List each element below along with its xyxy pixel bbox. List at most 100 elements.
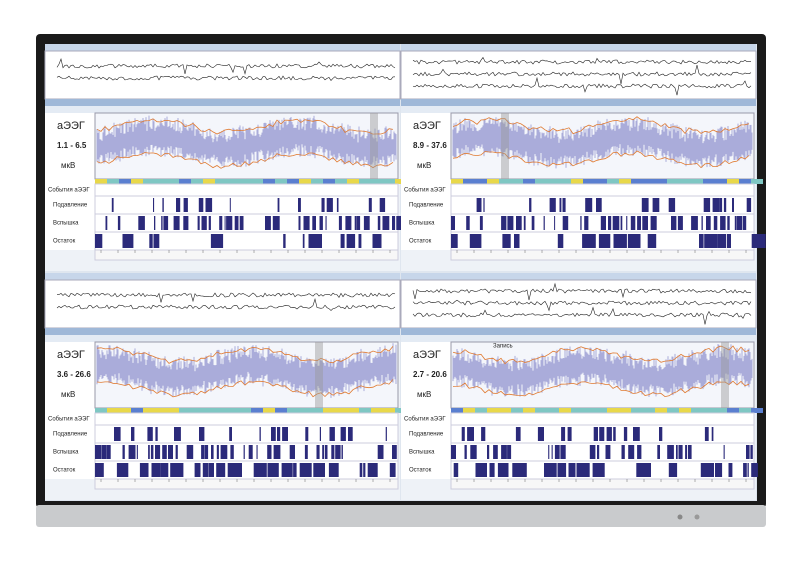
event-segment (607, 408, 619, 413)
row-bars (114, 427, 387, 441)
event-segment (559, 408, 571, 413)
row-bg (450, 183, 755, 197)
aeeg-plot (450, 112, 755, 180)
window-titlebar (45, 99, 400, 106)
aeeg-upper-margin (452, 116, 750, 135)
monitor-chin (36, 505, 766, 527)
row-label: Остаток (409, 239, 432, 245)
eeg-toolbar (401, 273, 756, 280)
amplitude-range: 2.7 - 20.6 (413, 370, 447, 379)
event-segment (155, 408, 167, 413)
event-segment (523, 179, 535, 184)
event-segment (451, 179, 463, 184)
event-segment (239, 179, 251, 184)
aeeg-lower-margin (96, 379, 394, 398)
event-segment (487, 179, 499, 184)
event-segment (523, 408, 535, 413)
event-segment (643, 179, 655, 184)
row-label: Подавление (53, 203, 88, 209)
event-segment (143, 179, 155, 184)
event-segment (619, 408, 631, 413)
event-segment (751, 408, 763, 413)
row-bars (95, 234, 382, 248)
event-segment (299, 179, 311, 184)
window-menu (401, 335, 756, 342)
event-segment (487, 408, 499, 413)
event-segment (739, 179, 751, 184)
event-segment (263, 179, 275, 184)
event-segment (679, 408, 691, 413)
event-segment (155, 179, 167, 184)
event-segment (107, 408, 119, 413)
event-segment (371, 179, 383, 184)
row-label: События аЭЭГ (404, 188, 446, 194)
row-bars (451, 445, 753, 459)
amplitude-unit: мкВ (61, 161, 75, 170)
row-bars (453, 463, 758, 477)
event-segment (511, 179, 523, 184)
event-segment (179, 408, 191, 413)
event-segment (511, 408, 523, 413)
panel: аЭЭГ 8.9 - 37.6 мкВ События аЭЭГ Подавление В… (400, 44, 766, 271)
event-segment (679, 179, 691, 184)
event-segment (751, 179, 763, 184)
event-segment (359, 179, 371, 184)
row-label: Вспышка (409, 450, 435, 456)
event-segment (239, 408, 251, 413)
row-label: Остаток (409, 468, 432, 474)
eeg-trace (56, 75, 396, 81)
event-segment (383, 408, 395, 413)
event-segment (619, 179, 631, 184)
eeg-trace (56, 57, 396, 75)
window-titlebar (45, 328, 400, 335)
label-column (45, 342, 95, 479)
event-segment (203, 408, 215, 413)
aeeg-plot (94, 112, 399, 180)
label-column (401, 113, 451, 250)
eeg-strip (44, 279, 401, 329)
row-label: События аЭЭГ (404, 417, 446, 423)
event-segment (167, 179, 179, 184)
amplitude-range: 8.9 - 37.6 (413, 141, 447, 150)
aeeg-lower-margin (452, 380, 750, 398)
eeg-trace (56, 297, 396, 311)
event-segment (463, 408, 475, 413)
event-segment (203, 179, 215, 184)
event-segment (359, 408, 371, 413)
time-axis (450, 478, 755, 490)
annotation: Запись (493, 344, 513, 350)
event-segment (643, 408, 655, 413)
row-label: Вспышка (53, 221, 79, 227)
aeeg-trace (96, 343, 397, 398)
event-segment (119, 179, 131, 184)
row-bg (450, 412, 755, 426)
event-segment (631, 179, 643, 184)
aeeg-upper-margin (452, 345, 750, 365)
event-segment (703, 408, 715, 413)
row-label: Остаток (53, 239, 76, 245)
event-segment (215, 408, 227, 413)
event-segment (547, 408, 559, 413)
row-bars (105, 216, 402, 230)
power-led (677, 514, 683, 520)
button[interactable] (694, 514, 700, 520)
aeeg-upper-margin (96, 346, 394, 364)
row-bg (94, 195, 399, 215)
event-segment (311, 179, 323, 184)
event-segment (191, 179, 203, 184)
eeg-trace (56, 292, 396, 303)
event-segment (263, 408, 275, 413)
event-segment (347, 179, 359, 184)
event-segment (739, 408, 751, 413)
eeg-trace (412, 282, 752, 301)
event-segment (131, 408, 143, 413)
event-segment (595, 179, 607, 184)
event-segment (95, 179, 107, 184)
row-label: Подавление (409, 203, 444, 209)
amplitude-unit: мкВ (61, 390, 75, 399)
event-segment (275, 408, 287, 413)
amplitude-label: аЭЭГ (57, 120, 85, 132)
aeeg-trace (452, 344, 753, 397)
event-segment (347, 408, 359, 413)
